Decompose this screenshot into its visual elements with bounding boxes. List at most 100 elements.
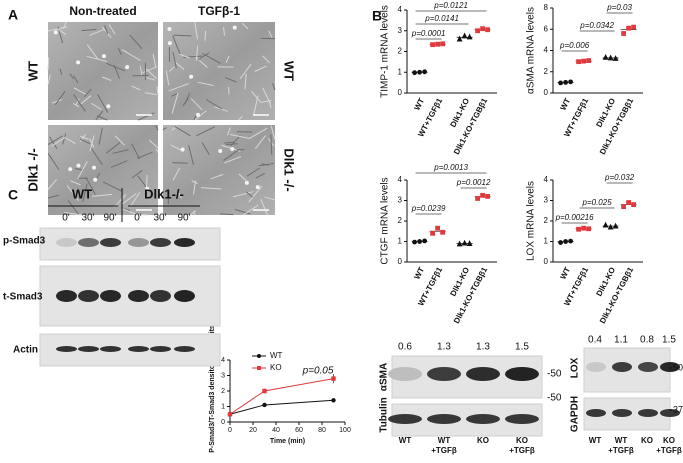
cell-texture xyxy=(120,207,131,211)
cell-texture xyxy=(80,135,89,140)
cell-texture xyxy=(62,133,67,145)
cell-texture xyxy=(63,212,83,216)
data-point xyxy=(607,54,614,61)
cell-texture xyxy=(225,77,237,83)
series-line xyxy=(229,378,334,415)
lane-label: KO xyxy=(663,436,675,445)
data-point xyxy=(626,25,631,31)
panel-label: A xyxy=(8,7,18,23)
cell-texture xyxy=(192,211,196,216)
data-point xyxy=(612,55,619,61)
cell-texture xyxy=(83,88,92,98)
lane-label: 90' xyxy=(177,213,190,224)
cell-texture xyxy=(122,193,137,205)
blot-band xyxy=(612,362,632,372)
cell-texture xyxy=(218,149,223,154)
cell-texture xyxy=(155,125,159,131)
row-label: αSMA xyxy=(379,363,390,391)
y-tick-label: 3 xyxy=(544,196,549,205)
cell-texture xyxy=(131,170,143,179)
cell-texture xyxy=(144,67,158,80)
cell-texture xyxy=(69,73,74,80)
x-tick-label: 20 xyxy=(249,427,257,434)
cell-texture xyxy=(234,209,251,215)
cell-texture xyxy=(248,185,263,203)
cell-texture xyxy=(114,135,126,146)
cell-texture xyxy=(89,135,95,152)
cell-texture xyxy=(97,94,109,113)
cell-texture xyxy=(102,181,122,192)
blot-band xyxy=(78,346,99,352)
blot-band xyxy=(427,367,461,381)
blot-band xyxy=(505,367,539,381)
row-label: GAPDH xyxy=(570,396,581,432)
cell-texture xyxy=(105,62,126,72)
y-tick-label: 1 xyxy=(221,403,225,410)
cell-texture xyxy=(144,92,157,96)
blot-band xyxy=(128,290,149,302)
cell-texture xyxy=(270,125,276,140)
data-point xyxy=(262,402,267,408)
blot-band xyxy=(174,238,195,247)
p-value: p=0.0012 xyxy=(456,178,491,187)
data-point xyxy=(440,229,445,235)
lane-label: WT xyxy=(399,436,412,445)
cell-texture xyxy=(258,162,275,167)
cell-texture xyxy=(190,98,203,111)
row-label: WT xyxy=(282,61,297,81)
ratio-label: 0.8 xyxy=(640,335,654,346)
cell-texture xyxy=(172,162,188,164)
lane-label: +TGFβ xyxy=(431,446,457,455)
cell-texture xyxy=(169,66,175,72)
y-tick-label: 0 xyxy=(544,257,549,266)
data-point xyxy=(586,58,591,63)
cell-texture xyxy=(261,99,272,103)
data-point xyxy=(558,240,563,245)
y-tick-label: 3 xyxy=(221,372,225,379)
data-point xyxy=(461,32,468,39)
cell-texture xyxy=(239,63,252,80)
blot-band xyxy=(174,290,195,302)
legend-label: WT xyxy=(270,351,283,360)
y-axis-label: CTGF mRNA levels xyxy=(380,177,391,264)
p-value: p=0.03 xyxy=(606,3,632,12)
y-axis-label: P-Smad3/T-Smad3 densitometric units xyxy=(209,325,216,453)
row-label: WT xyxy=(25,61,40,81)
cell-texture xyxy=(73,94,86,112)
cell-texture xyxy=(270,134,273,155)
micrograph xyxy=(163,125,275,215)
cell-texture xyxy=(56,28,67,36)
cell-texture xyxy=(172,51,177,69)
lane-label: 30' xyxy=(153,213,166,224)
mw-marker: 37 xyxy=(673,404,683,414)
cell-texture xyxy=(47,135,64,146)
cell-texture xyxy=(145,186,150,191)
cell-texture xyxy=(156,86,159,95)
cell-texture xyxy=(196,126,215,137)
y-axis-label: LOX mRNA levels xyxy=(526,181,537,261)
cell-texture xyxy=(51,99,62,104)
y-tick-label: 1 xyxy=(398,237,403,246)
row-label: Dlk1 -/- xyxy=(282,148,297,191)
cell-texture xyxy=(180,147,185,152)
cell-texture xyxy=(112,149,129,154)
cell-texture xyxy=(162,127,167,131)
cell-texture xyxy=(255,172,265,179)
p-value: p=0.025 xyxy=(582,198,613,207)
cell-texture xyxy=(66,185,79,201)
cell-texture xyxy=(178,192,182,199)
y-tick-label: 4 xyxy=(544,46,549,55)
cell-texture xyxy=(51,136,66,147)
blot-band xyxy=(586,409,606,417)
blot-band xyxy=(100,346,121,352)
cell-texture xyxy=(232,25,237,30)
blot-band xyxy=(466,367,500,381)
data-point xyxy=(607,223,614,230)
cell-texture xyxy=(254,65,267,72)
cell-texture xyxy=(86,44,99,60)
cell-texture xyxy=(214,106,228,112)
cell-texture xyxy=(90,147,103,165)
data-point xyxy=(422,238,427,244)
p-value: p=0.032 xyxy=(604,173,635,182)
